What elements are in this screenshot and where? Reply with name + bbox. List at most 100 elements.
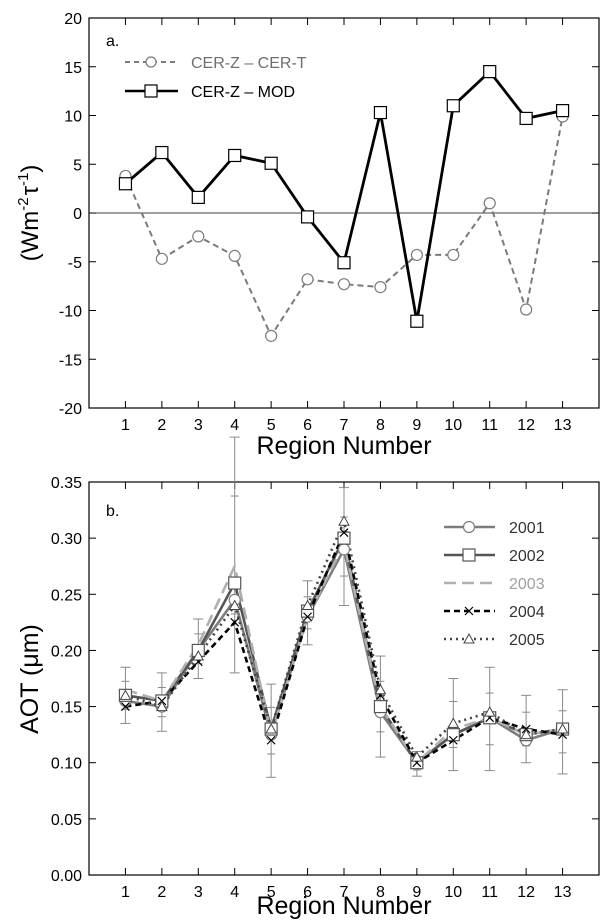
a-point-0 (301, 273, 314, 286)
a-point-0 (228, 249, 241, 262)
b-point-1 (446, 728, 460, 742)
a-xtick-label: 11 (481, 417, 498, 434)
a-ytick-label: 20 (64, 11, 82, 28)
legend-cerz-mod: CER-Z – MOD (191, 84, 295, 101)
b-xtick-label: 4 (230, 884, 239, 901)
a-point-1 (483, 65, 497, 79)
panel-a-xlabel: Region Number (256, 432, 431, 460)
a-point-1 (191, 190, 205, 204)
b-point-4 (192, 650, 205, 661)
a-xtick-label: 6 (303, 417, 312, 434)
b-point-4 (338, 515, 350, 526)
a-xtick-label: 4 (230, 417, 239, 434)
a-ytick-label: 0 (73, 206, 82, 223)
a-xtick-label: 7 (340, 417, 349, 434)
a-xtick-label: 12 (517, 417, 535, 434)
a-point-0 (483, 197, 496, 210)
a-xtick-label: 5 (267, 417, 276, 434)
b-xtick-label: 7 (340, 884, 349, 901)
a-point-0 (374, 281, 387, 294)
b-point-0 (337, 543, 351, 556)
legend-label-2003: 2003 (509, 576, 545, 593)
b-xtick-label: 9 (412, 884, 421, 901)
a-ytick-label: 5 (73, 157, 82, 174)
a-point-0 (520, 303, 533, 316)
a-xtick-label: 10 (444, 417, 462, 434)
b-point-4 (483, 706, 496, 717)
legend-marker-2001 (462, 520, 476, 534)
a-point-0 (192, 230, 205, 243)
b-xtick-label: 10 (444, 884, 462, 901)
legend-label-2005: 2005 (509, 632, 545, 649)
b-point-4 (374, 683, 387, 695)
legend-marker-2005 (463, 632, 475, 644)
legend-label-2002: 2002 (509, 548, 545, 565)
b-xtick-label: 11 (481, 884, 498, 901)
a-point-1 (264, 156, 278, 170)
a-point-0 (447, 248, 460, 262)
b-point-4 (119, 689, 132, 700)
b-xtick-label: 2 (157, 884, 166, 901)
b-point-3 (121, 702, 130, 711)
b-point-3 (230, 617, 240, 627)
legend-marker-2004 (464, 606, 474, 616)
b-xtick-label: 8 (376, 884, 385, 901)
a-series-line-0 (124, 116, 564, 338)
a-point-1 (555, 104, 570, 118)
a-ytick-label: -15 (59, 352, 82, 369)
b-ytick-label: 0.00 (51, 868, 82, 885)
a-point-1 (373, 105, 388, 120)
b-xtick-label: 6 (303, 884, 312, 901)
a-point-0 (337, 278, 351, 291)
b-point-4 (156, 700, 168, 712)
b-point-3 (448, 735, 458, 745)
b-ytick-label: 0.10 (51, 756, 82, 773)
a-xtick-label: 2 (157, 417, 166, 434)
a-point-1 (155, 145, 169, 160)
b-point-3 (303, 612, 312, 622)
legend-label-2001: 2001 (509, 520, 545, 537)
b-ytick-label: 0.15 (51, 700, 82, 717)
panel-a-ylabel: (Wm-2τ-1) (15, 165, 44, 262)
a-point-1 (300, 210, 315, 224)
legend-cerz-cert: CER-Z – CER-T (191, 55, 307, 72)
a-point-1 (337, 256, 351, 270)
b-point-4 (228, 599, 241, 611)
a-point-0 (265, 329, 278, 342)
panel-b-ylabel: AOT (μm) (16, 624, 44, 734)
a-point-1 (118, 177, 133, 191)
legend-label-2004: 2004 (509, 604, 545, 621)
a-xtick-label: 8 (376, 417, 385, 434)
a-point-1 (519, 111, 533, 126)
a-point-0 (410, 248, 423, 262)
legend-marker-2002 (462, 548, 476, 562)
a-point-1 (446, 99, 460, 113)
b-ytick-label: 0.30 (51, 531, 82, 548)
b-xtick-label: 13 (554, 884, 572, 901)
a-xtick-label: 1 (121, 417, 130, 434)
a-xtick-label: 3 (194, 417, 203, 434)
a-ytick-label: 10 (64, 109, 82, 126)
b-point-1 (337, 531, 351, 545)
b-ytick-label: 0.35 (51, 475, 82, 492)
b-point-1 (228, 576, 242, 590)
a-xtick-label: 9 (412, 417, 421, 434)
a-ytick-label: 15 (64, 60, 82, 77)
a-ytick-label: -10 (59, 304, 82, 321)
panel-b-legend: 2001 2002 2003 2004 2005 (444, 520, 545, 649)
a-xtick-label: 13 (554, 417, 572, 434)
a-ytick-label: -20 (59, 401, 82, 418)
panel-b-label: b. (106, 503, 119, 520)
b-ytick-label: 0.05 (51, 812, 82, 829)
b-xtick-label: 1 (121, 884, 130, 901)
a-point-1 (228, 148, 242, 163)
b-point-4 (520, 728, 532, 740)
a-ytick-label: -5 (68, 255, 82, 272)
b-point-4 (556, 722, 569, 734)
b-point-1 (373, 699, 388, 714)
a-point-1 (410, 314, 424, 328)
b-point-4 (411, 751, 423, 762)
panel-a-legend: CER-Z – CER-T CER-Z – MOD (125, 55, 307, 101)
